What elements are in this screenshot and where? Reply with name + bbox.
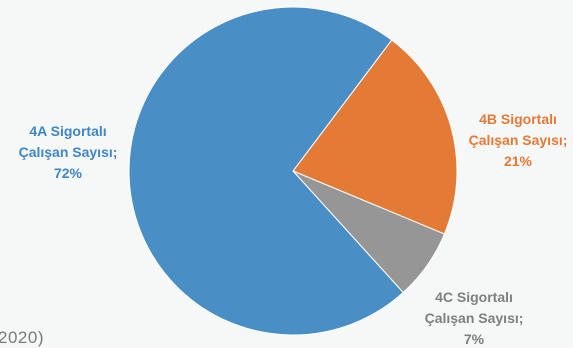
label-4c-line: 7% [464, 331, 485, 347]
label-4a-line: 4A Sigortalı [29, 123, 106, 139]
label-4b: 4B Sigortalı Çalışan Sayısı; 21% [469, 111, 568, 169]
label-4c-line: 4C Sigortalı [435, 289, 513, 305]
footer-text: 2020) [0, 328, 44, 347]
label-4b-line: 4B Sigortalı [479, 111, 557, 127]
label-4a-line: Çalışan Sayısı; [19, 144, 118, 160]
slice-4a [128, 6, 404, 336]
label-4b-line: 21% [504, 153, 533, 169]
slice-4b [292, 39, 458, 235]
label-4a-line: 72% [54, 165, 83, 181]
label-4b-line: Çalışan Sayısı; [469, 132, 568, 148]
label-4c-line: Çalışan Sayısı; [425, 310, 524, 326]
label-4a: 4A Sigortalı Çalışan Sayısı; 72% [19, 123, 118, 181]
label-4c: 4C Sigortalı Çalışan Sayısı; 7% [425, 289, 524, 347]
